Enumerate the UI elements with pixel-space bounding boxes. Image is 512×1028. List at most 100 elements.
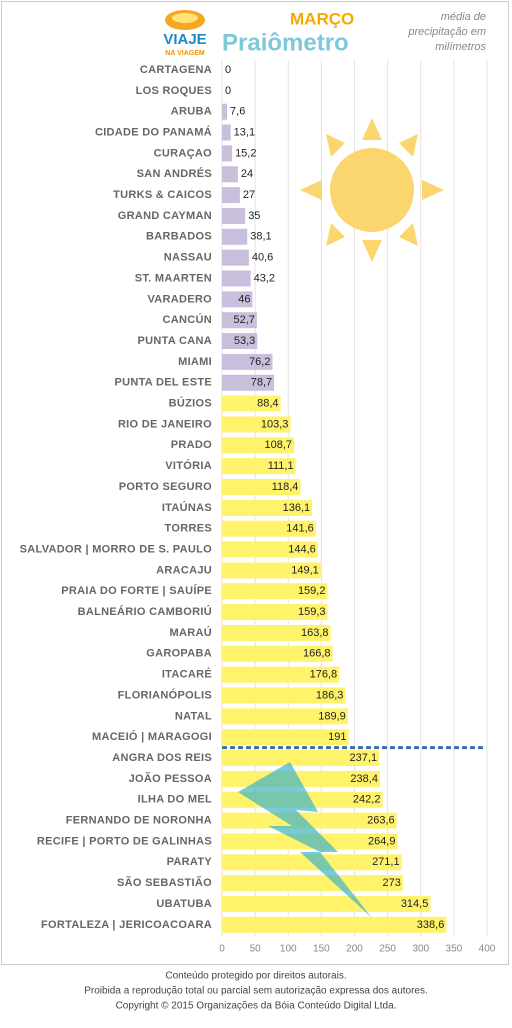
value-label: 52,7 bbox=[233, 314, 254, 326]
y-tick-label: NASSAU bbox=[164, 252, 212, 264]
value-label: 13,1 bbox=[234, 126, 255, 138]
value-label: 264,9 bbox=[368, 835, 396, 847]
y-tick-label: FORTALEZA | JERICOACOARA bbox=[41, 919, 212, 931]
bar bbox=[222, 750, 380, 767]
y-tick-label: ARUBA bbox=[171, 106, 212, 118]
bar bbox=[222, 124, 231, 141]
lightning-icon bbox=[238, 762, 372, 918]
y-tick-label: PRAIA DO FORTE | SAUÍPE bbox=[61, 584, 212, 597]
bar bbox=[222, 312, 257, 329]
y-tick-label: ST. MAARTEN bbox=[135, 272, 212, 284]
bar bbox=[222, 708, 348, 725]
value-label: 0 bbox=[225, 85, 231, 97]
y-tick-label: BALNEÁRIO CAMBORIÚ bbox=[78, 605, 212, 618]
y-tick-label: VARADERO bbox=[147, 293, 212, 305]
y-tick-label: FERNANDO DE NORONHA bbox=[66, 815, 212, 827]
bar bbox=[222, 499, 313, 516]
footer-text: Conteúdo protegido por direitos autorais… bbox=[165, 971, 346, 982]
y-tick-label: PORTO SEGURO bbox=[119, 481, 212, 493]
value-label: 144,6 bbox=[288, 543, 316, 555]
value-label: 88,4 bbox=[257, 398, 278, 410]
bar bbox=[222, 458, 296, 475]
bar bbox=[222, 207, 246, 224]
frame bbox=[1, 1, 509, 965]
bar bbox=[222, 187, 240, 204]
y-tick-label: ANGRA DOS REIS bbox=[112, 752, 212, 764]
logo-text: VIAJE bbox=[163, 31, 206, 48]
value-label: 271,1 bbox=[372, 856, 400, 868]
value-label: 38,1 bbox=[250, 231, 271, 243]
bar bbox=[222, 166, 238, 183]
value-label: 186,3 bbox=[316, 689, 344, 701]
y-tick-label: MACEIÓ | MARAGOGI bbox=[92, 730, 212, 743]
value-label: 7,6 bbox=[230, 106, 245, 118]
value-label: 24 bbox=[241, 168, 253, 180]
y-tick-label: RIO DE JANEIRO bbox=[118, 418, 212, 430]
value-label: 314,5 bbox=[401, 898, 429, 910]
bar bbox=[222, 604, 328, 621]
value-label: 0 bbox=[225, 64, 231, 76]
bar bbox=[222, 624, 331, 641]
y-tick-label: UBATUBA bbox=[156, 898, 212, 910]
y-tick-label: RECIFE | PORTO DE GALINHAS bbox=[37, 835, 212, 847]
value-label: 163,8 bbox=[301, 627, 329, 639]
y-tick-label: BÚZIOS bbox=[169, 397, 212, 410]
bar bbox=[222, 395, 281, 412]
value-label: 46 bbox=[238, 293, 250, 305]
y-tick-label: ILHA DO MEL bbox=[138, 794, 212, 806]
y-tick-label: PRADO bbox=[171, 439, 212, 451]
bar bbox=[222, 583, 328, 600]
bar bbox=[222, 562, 321, 579]
value-label: 15,2 bbox=[235, 147, 256, 159]
y-tick-label: PUNTA DEL ESTE bbox=[114, 377, 212, 389]
footer-text: Copyright © 2015 Organizações da Bóia Co… bbox=[116, 1001, 397, 1012]
y-tick-label: LOS ROQUES bbox=[136, 85, 212, 97]
y-tick-label: MIAMI bbox=[178, 356, 212, 368]
x-tick-label: 250 bbox=[379, 943, 396, 954]
y-tick-label: CANCÚN bbox=[163, 313, 212, 326]
bar bbox=[222, 729, 349, 746]
x-tick-label: 0 bbox=[219, 943, 225, 954]
value-label: 118,4 bbox=[272, 481, 299, 493]
value-label: 35 bbox=[248, 210, 260, 222]
y-tick-label: ARACAJU bbox=[156, 564, 212, 576]
bar bbox=[222, 333, 258, 350]
y-tick-label: BARBADOS bbox=[146, 231, 212, 243]
x-tick-label: 300 bbox=[412, 943, 429, 954]
y-tick-label: FLORIANÓPOLIS bbox=[118, 688, 212, 701]
footer-text: Proibida a reprodução total ou parcial s… bbox=[84, 986, 428, 997]
y-tick-label: MARAÚ bbox=[170, 626, 212, 639]
bar bbox=[222, 145, 233, 162]
bar bbox=[222, 103, 228, 120]
bar bbox=[222, 896, 431, 912]
x-tick-label: 200 bbox=[346, 943, 363, 954]
bar bbox=[222, 916, 447, 933]
value-label: 78,7 bbox=[251, 377, 272, 389]
y-tick-label: CARTAGENA bbox=[140, 64, 212, 76]
bar bbox=[222, 666, 340, 683]
y-tick-label: TURKS & CAICOS bbox=[113, 189, 212, 201]
value-label: 111,1 bbox=[268, 460, 294, 472]
y-tick-label: GAROPABA bbox=[146, 648, 212, 660]
bar bbox=[222, 645, 333, 662]
y-tick-label: VITÓRIA bbox=[165, 459, 212, 472]
x-tick-label: 150 bbox=[313, 943, 330, 954]
bar bbox=[222, 520, 316, 537]
note: precipitação em bbox=[407, 26, 486, 38]
value-label: 53,3 bbox=[234, 335, 255, 347]
value-label: 136,1 bbox=[283, 502, 311, 514]
value-label: 263,6 bbox=[367, 815, 395, 827]
value-label: 237,1 bbox=[350, 752, 378, 764]
value-label: 189,9 bbox=[318, 710, 346, 722]
x-tick-label: 100 bbox=[280, 943, 297, 954]
x-tick-label: 350 bbox=[446, 943, 463, 954]
bar bbox=[222, 437, 295, 454]
bar bbox=[222, 270, 251, 287]
y-tick-label: ITAÚNAS bbox=[162, 501, 212, 514]
value-label: 141,6 bbox=[286, 523, 314, 535]
value-label: 238,4 bbox=[350, 773, 378, 785]
y-tick-label: CIDADE DO PANAMÁ bbox=[95, 125, 212, 138]
chart-subtitle: Praiômetro bbox=[222, 29, 349, 56]
value-label: 149,1 bbox=[291, 564, 319, 576]
